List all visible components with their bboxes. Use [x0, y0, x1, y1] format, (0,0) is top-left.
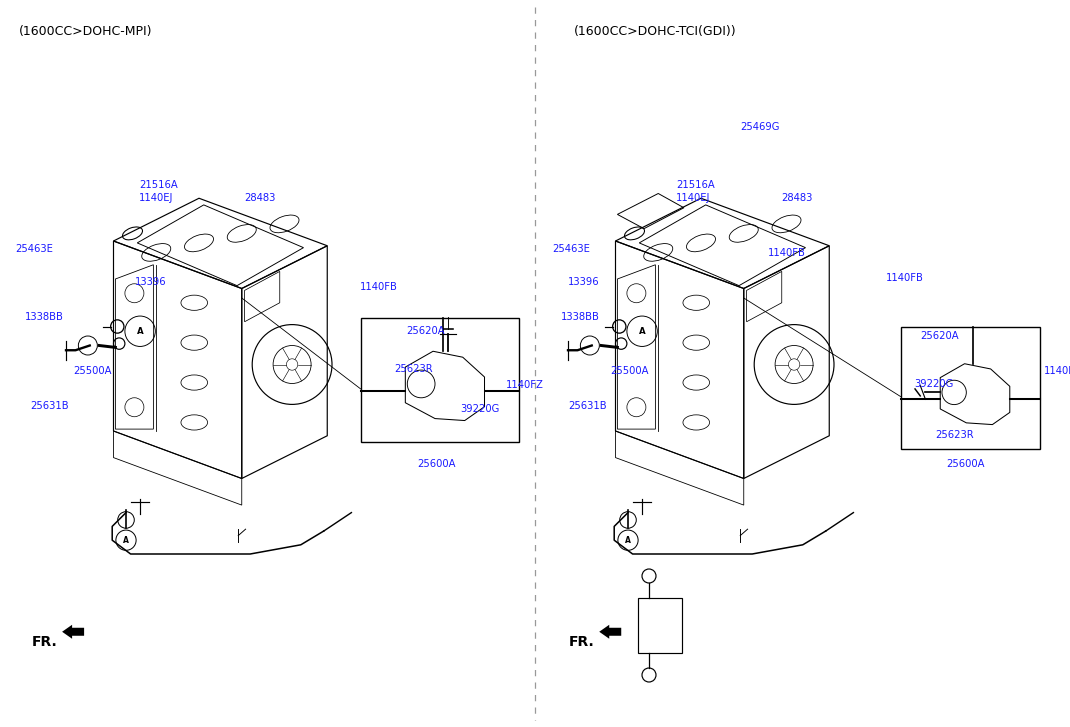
- Text: 25469G: 25469G: [740, 122, 780, 132]
- Text: 25631B: 25631B: [568, 401, 607, 411]
- Text: 1140FB: 1140FB: [1044, 366, 1070, 376]
- Text: 28483: 28483: [781, 193, 812, 203]
- Text: FR.: FR.: [569, 635, 595, 648]
- Text: 1140FB: 1140FB: [886, 273, 923, 283]
- Text: (1600CC>DOHC-MPI): (1600CC>DOHC-MPI): [19, 25, 153, 38]
- Text: 25623R: 25623R: [935, 430, 974, 440]
- Text: 25631B: 25631B: [30, 401, 68, 411]
- Text: 1140FB: 1140FB: [360, 282, 397, 292]
- Text: 25620A: 25620A: [407, 326, 445, 336]
- Bar: [901, 327, 1040, 449]
- Text: 21516A: 21516A: [139, 180, 178, 190]
- Text: 25463E: 25463E: [552, 244, 590, 254]
- Text: (1600CC>DOHC-TCI(GDI)): (1600CC>DOHC-TCI(GDI)): [574, 25, 736, 38]
- Text: 28483: 28483: [244, 193, 275, 203]
- Text: 39220G: 39220G: [914, 379, 953, 389]
- Text: 39220G: 39220G: [460, 403, 500, 414]
- Text: 25620A: 25620A: [920, 331, 959, 341]
- Bar: [638, 598, 682, 653]
- Text: 1140EJ: 1140EJ: [676, 193, 710, 203]
- Text: 1338BB: 1338BB: [25, 312, 63, 322]
- Text: 1338BB: 1338BB: [561, 312, 599, 322]
- Bar: [361, 318, 519, 442]
- Text: 25500A: 25500A: [610, 366, 648, 376]
- Text: 25600A: 25600A: [946, 459, 984, 469]
- Text: A: A: [639, 326, 645, 336]
- Text: 13396: 13396: [135, 277, 167, 287]
- Text: 25623R: 25623R: [394, 364, 432, 374]
- Text: 25600A: 25600A: [417, 459, 456, 469]
- Text: 1140FB: 1140FB: [768, 248, 806, 258]
- Text: 25500A: 25500A: [73, 366, 111, 376]
- FancyArrow shape: [62, 624, 85, 639]
- Text: 21516A: 21516A: [676, 180, 715, 190]
- Text: A: A: [123, 536, 129, 545]
- Text: 13396: 13396: [568, 277, 600, 287]
- Text: FR.: FR.: [32, 635, 58, 648]
- Text: A: A: [625, 536, 631, 545]
- Text: 1140EJ: 1140EJ: [139, 193, 173, 203]
- Text: 25463E: 25463E: [15, 244, 52, 254]
- Text: 1140FZ: 1140FZ: [506, 380, 544, 390]
- FancyArrow shape: [599, 624, 622, 639]
- Text: A: A: [137, 326, 143, 336]
